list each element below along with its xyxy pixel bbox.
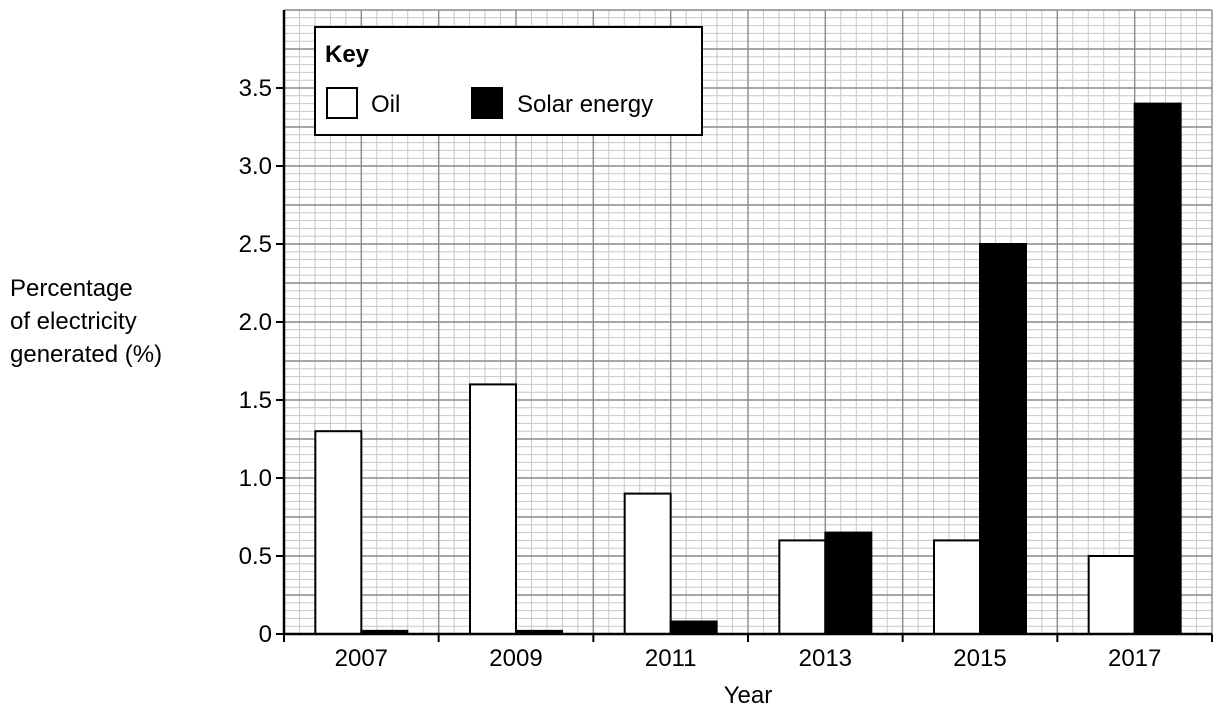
x-tick-label: 2007 — [335, 645, 388, 672]
bar-solar-energy-2013 — [824, 531, 873, 635]
y-tick-label: 2.0 — [239, 309, 272, 336]
y-tick-labels: 0 0.5 1.0 1.5 2.0 2.5 3.0 3.5 — [239, 75, 272, 648]
x-axis-label: Year — [724, 682, 773, 707]
y-tick-label: 2.5 — [239, 231, 272, 258]
bar-oil-2013 — [778, 539, 827, 636]
bar-solar-energy-2017 — [1133, 102, 1182, 636]
y-tick-label: 3.0 — [239, 153, 272, 180]
x-tick-label: 2015 — [953, 645, 1006, 672]
legend-title: Key — [325, 41, 370, 68]
y-axis-label-line: Percentage — [10, 275, 133, 302]
legend-box — [314, 26, 703, 136]
y-axis-label: Percentage of electricity generated (%) — [10, 272, 210, 371]
bar-oil-2011 — [623, 492, 672, 635]
x-tick-label: 2017 — [1108, 645, 1161, 672]
y-tick-label: 1.0 — [239, 465, 272, 492]
y-tick-label: 0.5 — [239, 543, 272, 570]
legend: Key Oil Solar energy — [314, 26, 703, 136]
x-tick-label: 2009 — [489, 645, 542, 672]
bars — [314, 102, 1182, 636]
bar-oil-2015 — [933, 539, 981, 636]
bar-solar-energy-2015 — [979, 243, 1027, 635]
x-tick-labels: 2007 2009 2011 2013 2015 2017 — [335, 645, 1162, 672]
y-axis-label-line: generated (%) — [10, 341, 163, 368]
bar-oil-2007 — [314, 430, 363, 636]
legend-label-solar: Solar energy — [517, 91, 653, 118]
x-tick-label: 2011 — [645, 645, 697, 672]
y-axis-label-line: of electricity — [10, 308, 137, 335]
legend-label-oil: Oil — [371, 91, 400, 118]
y-tick-label: 1.5 — [239, 387, 272, 414]
y-tick-label: 3.5 — [239, 75, 272, 102]
x-tick-label: 2013 — [799, 645, 852, 672]
bar-solar-energy-2011 — [669, 620, 718, 636]
y-tick-label: 0 — [259, 621, 272, 648]
axes — [276, 10, 1213, 642]
bar-oil-2009 — [469, 383, 517, 635]
bar-oil-2017 — [1087, 555, 1136, 635]
legend-swatch-solar — [471, 87, 503, 119]
legend-swatch-oil — [326, 87, 358, 119]
